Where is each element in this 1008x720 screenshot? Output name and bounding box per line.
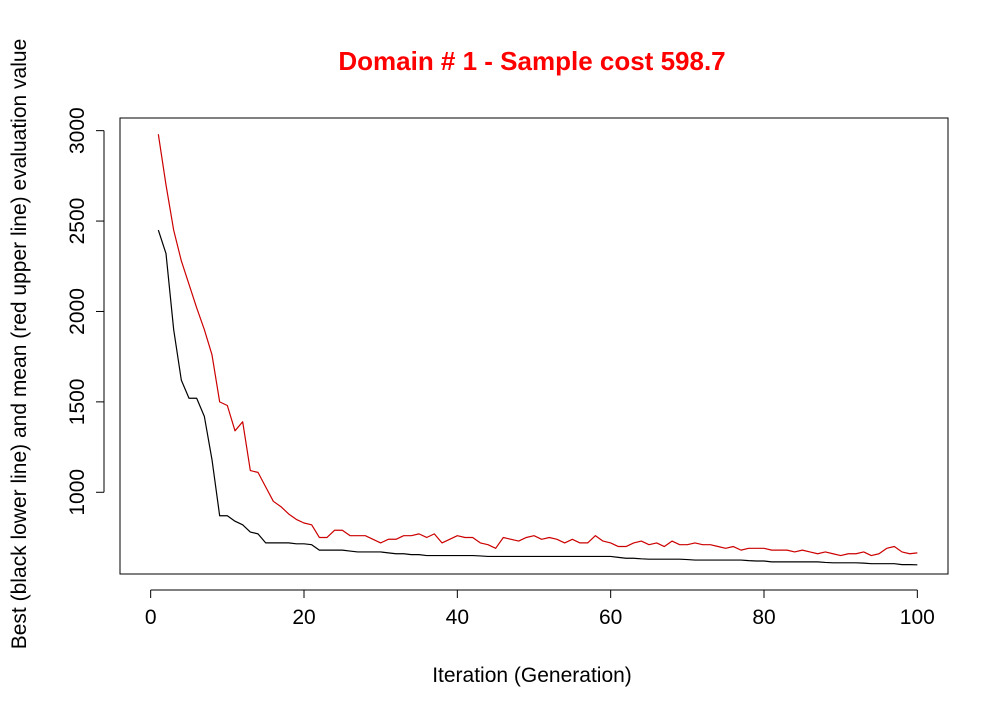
- y-tick-label: 2000: [66, 288, 89, 335]
- x-tick-label: 40: [446, 606, 469, 629]
- y-tick-label: 2500: [66, 198, 89, 245]
- x-axis-label: Iteration (Generation): [432, 664, 632, 687]
- best-series-line: [157, 229, 918, 566]
- x-tick-label: 0: [145, 606, 157, 629]
- y-tick-label: 1500: [66, 379, 89, 426]
- mean-series-line: [157, 134, 918, 557]
- y-tick-label: 3000: [66, 107, 89, 154]
- x-axis: 0 20 40 60 80 100: [145, 589, 935, 629]
- x-tick-label: 20: [292, 606, 315, 629]
- x-tick-label: 80: [752, 606, 775, 629]
- y-axis-label: Best (black lower line) and mean (red up…: [8, 39, 31, 650]
- series-layer: [157, 134, 918, 566]
- y-axis: 1000 1500 2000 2500 3000: [66, 107, 105, 516]
- x-tick-label: 60: [599, 606, 622, 629]
- y-tick-label: 1000: [66, 469, 89, 516]
- chart-title: Domain # 1 - Sample cost 598.7: [338, 46, 725, 76]
- x-tick-label: 100: [900, 606, 935, 629]
- plot-frame: [119, 117, 949, 575]
